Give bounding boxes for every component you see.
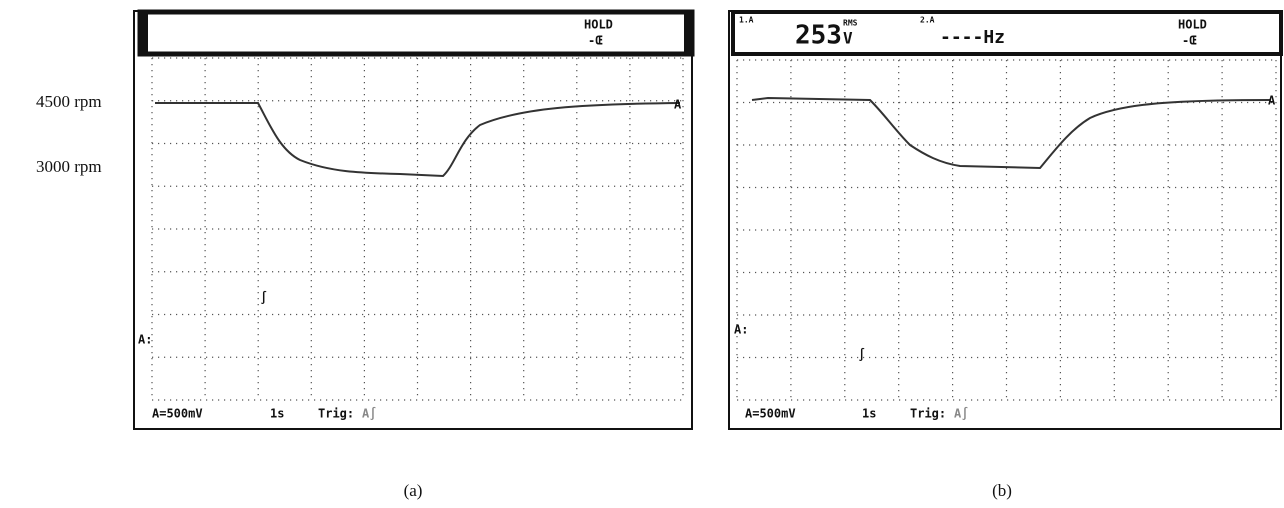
trace-marker: A <box>674 98 682 112</box>
hold-status: HOLD <box>1178 18 1207 32</box>
trigger-marker: ∫ <box>858 348 865 362</box>
scope-header <box>731 10 1283 56</box>
scope-panel: 1.A 253 V RMS 2.A ----Hz HOLD -Œ A A: ∫ … <box>728 10 1283 430</box>
ground-marker: A: <box>138 333 152 347</box>
scope-frame <box>133 10 693 430</box>
caption: (a) <box>404 481 423 500</box>
hold-status: HOLD <box>584 18 613 32</box>
volt-scale: A=500mV <box>745 407 796 421</box>
scope-panel: HOLD -Œ A A: ∫ A=500mV 1s Trig: A∫ <box>133 9 695 430</box>
trigger-source: A∫ <box>362 407 376 421</box>
trace <box>155 102 681 178</box>
trace-marker: A <box>1268 94 1276 108</box>
trigger-label: Trig: <box>910 407 946 421</box>
ch1-label: 1.A <box>739 16 754 25</box>
rpm-label: 3000 rpm <box>36 157 102 176</box>
unit-mode: RMS <box>843 19 858 28</box>
caption: (b) <box>992 481 1012 500</box>
ch2-reading: ----Hz <box>940 27 1005 48</box>
volt-scale: A=500mV <box>152 407 203 421</box>
rpm-label: 4500 rpm <box>36 92 102 111</box>
trigger-source: A∫ <box>954 407 968 421</box>
ground-marker: A: <box>734 323 748 337</box>
unit: V <box>843 29 853 48</box>
hold-icon: -Œ <box>1182 34 1197 48</box>
scope-frame <box>728 10 1282 430</box>
time-scale: 1s <box>270 407 284 421</box>
trace <box>751 96 1271 170</box>
ch2-label: 2.A <box>920 16 935 25</box>
time-scale: 1s <box>862 407 876 421</box>
hold-icon: -Œ <box>588 34 603 48</box>
trigger-marker: ∫ <box>260 291 267 305</box>
trigger-label: Trig: <box>318 407 354 421</box>
reading: 253 <box>795 21 842 51</box>
header-edge <box>140 12 148 54</box>
header-edge <box>684 12 692 54</box>
